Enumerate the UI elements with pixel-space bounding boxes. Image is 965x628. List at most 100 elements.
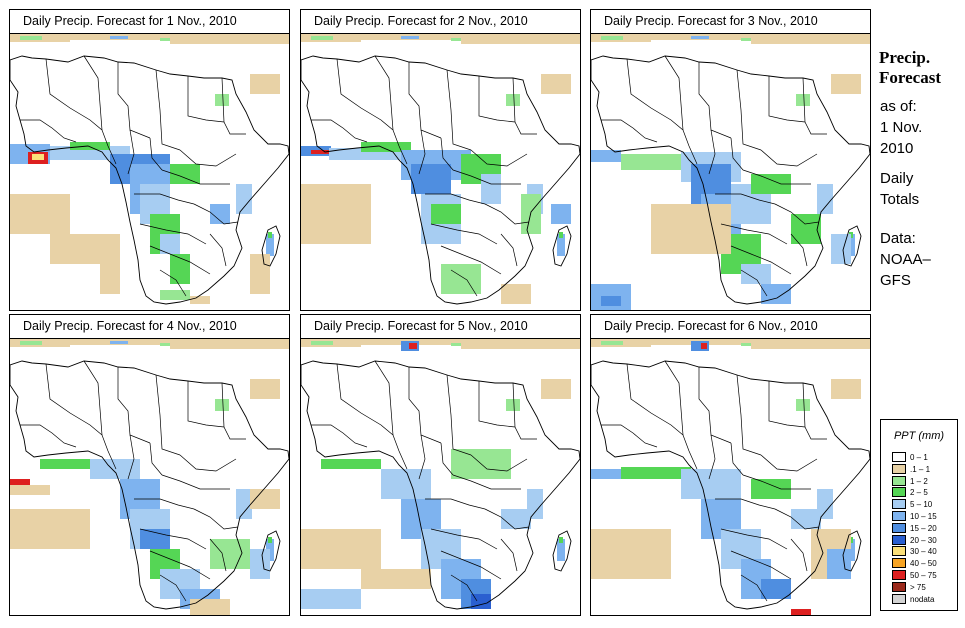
precip-patch (541, 379, 571, 399)
precip-patch (751, 339, 870, 349)
country-border (20, 119, 77, 143)
precip-patch (796, 399, 810, 411)
panel-title: Daily Precip. Forecast for 2 Nov., 2010 (300, 9, 581, 34)
country-border (760, 454, 818, 472)
precip-patch (751, 479, 791, 499)
precip-map (590, 33, 871, 311)
country-border (802, 77, 827, 135)
country-border (730, 137, 744, 171)
country-border (478, 381, 516, 428)
legend-swatch (892, 558, 906, 569)
precip-field (301, 34, 580, 304)
forecast-panel-5: Daily Precip. Forecast for 5 Nov., 2010 (300, 314, 581, 616)
country-border (83, 360, 103, 436)
precip-patch (250, 254, 270, 294)
precip-patch (321, 459, 381, 469)
sidebar-title: Precip. Forecast (879, 48, 941, 88)
country-border (83, 55, 103, 131)
africa-map-svg (10, 34, 289, 305)
legend-label: 5 – 10 (910, 500, 933, 510)
precip-patch (10, 509, 90, 549)
country-border (221, 77, 246, 135)
country-border (452, 474, 521, 490)
legend-label: 30 – 40 (910, 547, 937, 557)
legend-swatch (892, 593, 906, 604)
precip-field (591, 339, 870, 615)
country-border (209, 233, 227, 267)
legend-swatch (892, 475, 906, 486)
country-border (161, 474, 230, 490)
africa-coastline (301, 55, 580, 305)
precip-patch (559, 232, 563, 238)
precip-patch (831, 379, 861, 399)
legend-label: 15 – 20 (910, 523, 937, 533)
country-border (127, 129, 135, 175)
legend-swatch (892, 487, 906, 498)
country-border (730, 245, 792, 275)
precip-patch (160, 290, 190, 300)
country-border (408, 62, 442, 139)
precip-patch (32, 154, 44, 160)
as-of-label: as of: (880, 98, 917, 115)
legend-swatch (892, 499, 906, 510)
precip-patch (250, 379, 280, 399)
precip-patch (621, 467, 691, 479)
country-border (155, 69, 181, 151)
panel-title-text: Daily Precip. Forecast for 6 Nov., 2010 (604, 319, 818, 333)
country-border (20, 424, 77, 448)
country-border (193, 508, 239, 530)
country-border (101, 434, 117, 470)
madagascar-outline (552, 225, 572, 267)
africa-coastline (591, 360, 870, 610)
country-border (512, 77, 537, 135)
precip-patch (40, 459, 100, 469)
precip-patch (409, 343, 417, 349)
precip-patch (110, 341, 128, 344)
precip-map (300, 33, 581, 311)
country-border (187, 381, 225, 428)
precip-patch (268, 537, 272, 543)
precip-patch (601, 36, 623, 40)
panel-title: Daily Precip. Forecast for 3 Nov., 2010 (590, 9, 871, 34)
precip-patch (827, 549, 851, 579)
precip-patch (559, 537, 563, 543)
precip-patch (170, 339, 289, 349)
country-border (768, 76, 806, 123)
precip-patch (431, 204, 461, 224)
country-border (470, 149, 528, 167)
country-border (682, 434, 698, 470)
country-border (664, 360, 684, 436)
precip-patch (160, 343, 170, 346)
panel-title: Daily Precip. Forecast for 4 Nov., 2010 (9, 314, 290, 339)
country-border (336, 363, 394, 436)
totals-line: Daily (880, 170, 914, 187)
country-border (760, 149, 818, 167)
forecast-panel-2: Daily Precip. Forecast for 2 Nov., 2010 (300, 9, 581, 311)
precip-map (590, 338, 871, 616)
sidebar-title-line: Precip. (879, 48, 931, 67)
precip-patch (691, 36, 709, 39)
legend-label: > 75 (910, 582, 926, 592)
country-border (392, 129, 408, 165)
panel-title: Daily Precip. Forecast for 1 Nov., 2010 (9, 9, 290, 34)
legend-label: 2 – 5 (910, 488, 928, 498)
country-border (740, 269, 768, 297)
country-border (601, 119, 658, 143)
precip-field (10, 34, 289, 304)
legend-title: PPT (mm) (893, 430, 945, 442)
precip-patch (381, 469, 431, 499)
precip-patch (761, 579, 791, 599)
country-border (742, 169, 811, 185)
country-border (418, 129, 426, 175)
forecast-panel-3: Daily Precip. Forecast for 3 Nov., 2010 (590, 9, 871, 311)
precip-patch (10, 549, 70, 579)
precip-patch (361, 142, 411, 152)
country-border (790, 233, 808, 267)
precip-patch (210, 204, 230, 224)
precip-patch (741, 343, 751, 346)
legend-swatch (892, 546, 906, 557)
country-border (159, 574, 187, 602)
country-border (478, 76, 516, 123)
precip-patch (236, 489, 252, 519)
legend-swatch (892, 522, 906, 533)
